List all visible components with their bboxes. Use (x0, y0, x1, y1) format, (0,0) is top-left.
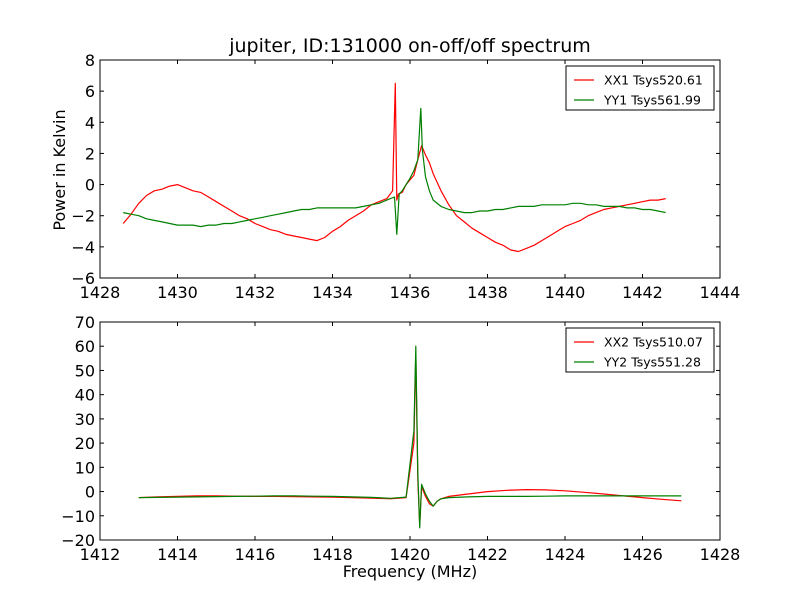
top-x-tick-label: 1440 (545, 283, 586, 302)
bottom-x-tick-label: 1424 (545, 545, 586, 564)
bottom-series-line-2 (138, 345, 682, 529)
top-legend-label-1: XX1 Tsys520.61 (604, 73, 703, 88)
top-y-tick-label: −6 (71, 269, 95, 288)
bottom-y-tick-label: 20 (75, 434, 95, 453)
chart-title: jupiter, ID:131000 on-off/off spectrum (228, 35, 591, 57)
top-y-tick-label: 2 (85, 144, 95, 163)
top-x-tick-label: 1432 (235, 283, 276, 302)
y-axis-label: Power in Kelvin (50, 109, 69, 230)
bottom-x-tick-label: 1428 (700, 545, 741, 564)
top-x-tick-label: 1428 (80, 283, 121, 302)
bottom-legend-box (565, 327, 715, 373)
bottom-x-tick-label: 1414 (157, 545, 198, 564)
top-y-tick-label: −4 (71, 238, 95, 257)
bottom-y-tick-label: 10 (75, 458, 95, 477)
top-x-tick-label: 1436 (390, 283, 431, 302)
bottom-y-tick-label: 70 (75, 313, 95, 332)
bottom-legend-label-2: YY2 Tsys551.28 (603, 355, 701, 370)
top-x-tick-label: 1434 (312, 283, 353, 302)
bottom-x-tick-label: 1416 (235, 545, 276, 564)
top-x-tick-label: 1438 (467, 283, 508, 302)
bottom-y-tick-label: 0 (85, 483, 95, 502)
bottom-y-tick-label: 40 (75, 386, 95, 405)
bottom-x-tick-label: 1426 (622, 545, 663, 564)
bottom-y-tick-label: 60 (75, 337, 95, 356)
bottom-y-tick-label: 50 (75, 361, 95, 380)
top-y-tick-label: −2 (71, 207, 95, 226)
bottom-y-tick-label: 30 (75, 410, 95, 429)
top-y-tick-label: 4 (85, 113, 95, 132)
top-y-tick-label: 8 (85, 51, 95, 70)
bottom-x-tick-label: 1420 (390, 545, 431, 564)
top-legend-label-2: YY1 Tsys561.99 (603, 93, 701, 108)
bottom-x-tick-label: 1418 (312, 545, 353, 564)
top-x-tick-label: 1430 (157, 283, 198, 302)
top-x-tick-label: 1442 (622, 283, 663, 302)
x-axis-label: Frequency (MHz) (343, 562, 477, 581)
top-x-tick-label: 1444 (700, 283, 741, 302)
bottom-y-tick-label: −20 (61, 531, 95, 550)
bottom-legend-label-1: XX2 Tsys510.07 (604, 335, 703, 350)
top-y-tick-label: 6 (85, 82, 95, 101)
bottom-panel: 1412 1414 1416 1418 1420 1422 1424 1426 1428 −20 −… (61, 313, 740, 564)
bottom-x-tick-label: 1422 (467, 545, 508, 564)
bottom-y-tick-label: −10 (61, 507, 95, 526)
top-y-tick-label: 0 (85, 176, 95, 195)
bottom-x-tick-label: 1412 (80, 545, 121, 564)
top-panel: 1428 1430 1432 1434 1436 1438 1440 1442 1444 −6 −4… (71, 51, 740, 302)
top-legend-box (565, 65, 715, 111)
top-series-line-2 (123, 107, 666, 235)
